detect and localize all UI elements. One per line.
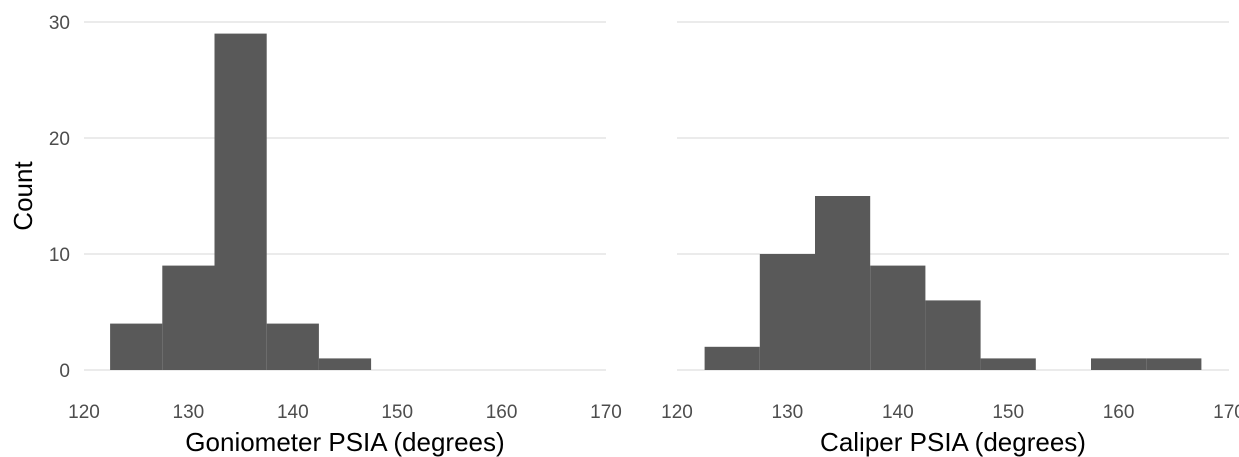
histogram-bar xyxy=(870,265,926,370)
histogram-bar xyxy=(1146,358,1202,370)
x-axis-title: Goniometer PSIA (degrees) xyxy=(185,427,504,457)
x-tick-label: 150 xyxy=(992,402,1024,423)
x-tick-label: 120 xyxy=(661,402,693,423)
x-tick-label: 130 xyxy=(173,402,205,423)
histogram-bar xyxy=(925,300,981,370)
x-tick-label: 170 xyxy=(1213,402,1239,423)
x-tick-label: 140 xyxy=(882,402,914,423)
histogram-bar xyxy=(214,33,267,370)
y-tick-label: 10 xyxy=(49,245,70,266)
y-tick-label: 0 xyxy=(59,361,70,382)
x-axis-title: Caliper PSIA (degrees) xyxy=(820,427,1086,457)
histogram-bar xyxy=(980,358,1036,370)
y-axis-title: Count xyxy=(8,161,38,231)
histogram-bar xyxy=(815,196,871,370)
histogram-bar xyxy=(318,358,372,370)
x-tick-label: 160 xyxy=(486,402,518,423)
histogram-panel-2: 120 130 140 150 160 170 Caliper PSIA (degrees) xyxy=(661,21,1239,457)
y-tick-label: 20 xyxy=(49,129,70,150)
histogram-bar xyxy=(704,346,760,370)
histogram-bar xyxy=(1091,358,1147,370)
y-tick-label: 30 xyxy=(49,13,70,34)
x-tick-label: 150 xyxy=(381,402,413,423)
x-tick-label: 160 xyxy=(1103,402,1135,423)
histogram-bar xyxy=(162,265,215,370)
histogram-bar xyxy=(759,254,815,370)
histogram-bar xyxy=(266,323,319,370)
x-tick-label: 130 xyxy=(772,402,804,423)
x-tick-label: 120 xyxy=(68,402,100,423)
x-tick-label: 140 xyxy=(277,402,309,423)
x-tick-label: 170 xyxy=(590,402,622,423)
histogram-panel-1: 0 10 20 30 120 130 140 150 160 170 Goniometer PSIA… xyxy=(8,13,622,457)
histogram-bar xyxy=(110,323,163,370)
